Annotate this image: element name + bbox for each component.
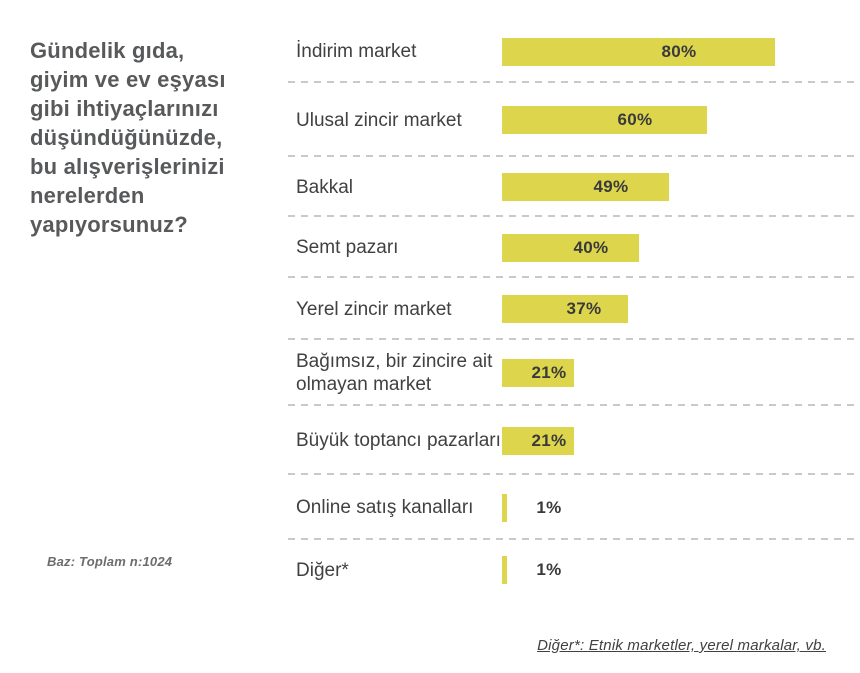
- category-label: Semt pazarı: [296, 237, 399, 258]
- bar: [502, 556, 507, 584]
- category-label: Bağımsız, bir zincire ait olmayan market: [296, 351, 493, 395]
- bar-area: 80%: [502, 37, 860, 66]
- bar-value-label: 1%: [536, 497, 562, 517]
- bar: [502, 106, 707, 134]
- bar-value-label: 37%: [566, 299, 602, 318]
- bar-value-label: 80%: [661, 41, 697, 61]
- category-label: Diğer*: [296, 559, 349, 581]
- chart-row: Bakkal 49%: [288, 157, 860, 217]
- category-label: Online satış kanalları: [296, 497, 474, 518]
- bar: [502, 493, 507, 522]
- bar: [502, 295, 628, 323]
- category-label: Ulusal zincir market: [296, 109, 462, 131]
- bar-area: 1%: [502, 493, 860, 522]
- bar: [502, 37, 775, 66]
- bar-area: 21%: [502, 426, 860, 455]
- chart-row: Yerel zincir market 37%: [288, 278, 860, 340]
- bar-value-label: 21%: [531, 430, 567, 450]
- bar: [502, 173, 669, 201]
- category-label: Bakkal: [296, 176, 354, 198]
- bar: [502, 233, 639, 262]
- bar-value-label: 40%: [573, 237, 609, 257]
- category-label: İndirim market: [296, 41, 417, 62]
- bar-area: 60%: [502, 106, 860, 134]
- bar: [502, 426, 574, 455]
- chart-row: Ulusal zincir market 60%: [288, 83, 860, 157]
- bar-value-label: 49%: [593, 177, 629, 196]
- chart-row: Bağımsız, bir zincire ait olmayan market…: [288, 340, 860, 406]
- bar-area: 37%: [502, 295, 860, 323]
- chart-row: Semt pazarı 40%: [288, 217, 860, 278]
- chart-row: Büyük toptancı pazarları 21%: [288, 406, 860, 475]
- bar-area: 40%: [502, 233, 860, 262]
- bar-chart: İndirim market 80% Ulusal zincir market …: [288, 20, 860, 600]
- category-label: Büyük toptancı pazarları: [296, 430, 501, 451]
- bar-area: 1%: [502, 556, 860, 584]
- chart-rows: İndirim market 80% Ulusal zincir market …: [288, 20, 860, 600]
- bar-area: 49%: [502, 173, 860, 201]
- chart-row: İndirim market 80%: [288, 20, 860, 83]
- bar-value-label: 21%: [531, 363, 567, 382]
- bar-value-label: 60%: [617, 110, 653, 129]
- bar: [502, 359, 574, 387]
- footnote-definition: Diğer*: Etnik marketler, yerel markalar,…: [537, 637, 826, 654]
- bar-area: 21%: [502, 359, 860, 387]
- chart-row: Diğer* 1%: [288, 540, 860, 600]
- survey-question: Gündelik gıda, giyim ve ev eşyası gibi i…: [30, 38, 226, 237]
- sample-base-note: Baz: Toplam n:1024: [47, 554, 173, 569]
- bar-value-label: 1%: [536, 560, 562, 579]
- chart-row: Online satış kanalları 1%: [288, 475, 860, 540]
- category-label: Yerel zincir market: [296, 298, 452, 320]
